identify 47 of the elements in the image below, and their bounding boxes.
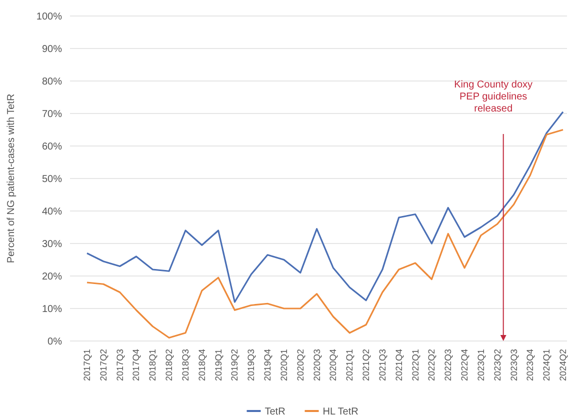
y-tick-label: 30% (42, 239, 62, 250)
line-series (86, 111, 564, 303)
legend-label: TetR (264, 406, 286, 418)
y-axis-title: Percent of NG patient-cases with TetR (6, 94, 17, 264)
x-tick-label: 2022Q4 (460, 349, 470, 382)
x-tick-label: 2020Q4 (328, 349, 338, 382)
x-tick-label: 2017Q2 (98, 349, 108, 382)
x-tick-label: 2020Q2 (295, 349, 306, 382)
x-tick-label: 2022Q1 (410, 349, 420, 382)
x-tick-label: 2024Q2 (558, 349, 568, 382)
x-tick-label: 2018Q2 (164, 349, 174, 382)
y-tick-label: 40% (42, 206, 62, 218)
x-tick-label: 2022Q2 (426, 349, 437, 382)
y-tick-label: 10% (42, 304, 62, 315)
y-tick-label: 0% (48, 336, 62, 348)
ref-line-label: King County doxy PEP guidelines released (454, 80, 533, 114)
x-tick-label: 2023Q2 (492, 349, 502, 382)
x-tick-label: 2019Q4 (262, 349, 273, 382)
line-series (86, 128, 564, 339)
y-tick-label: 90% (42, 44, 62, 55)
x-tick-label: 2018Q4 (196, 349, 207, 382)
y-tick-label: 70% (42, 109, 62, 120)
x-tick-label: 2020Q1 (278, 349, 289, 382)
x-tick-label: 2021Q4 (394, 349, 404, 382)
x-tick-label: 2019Q2 (230, 349, 240, 382)
x-tick-label: 2018Q3 (180, 349, 190, 382)
x-tick-label: 2019Q3 (246, 349, 256, 382)
x-tick-label: 2018Q1 (148, 349, 158, 382)
y-tick-label: 100% (36, 12, 62, 22)
x-tick-label: 2023Q4 (525, 349, 536, 382)
y-tick-label: 80% (42, 76, 62, 88)
x-tick-label: 2022Q3 (443, 349, 454, 382)
x-tick-label: 2024Q1 (542, 349, 552, 382)
x-tick-label: 2017Q1 (82, 349, 92, 382)
x-tick-label: 2017Q4 (131, 349, 142, 382)
x-tick-label: 2021Q2 (361, 349, 372, 382)
x-tick-label: 2021Q1 (344, 349, 355, 382)
x-tick-label: 2019Q1 (213, 349, 224, 382)
x-tick-label: 2020Q3 (312, 349, 322, 382)
legend-label: HL TetR (322, 406, 358, 418)
y-tick-label: 60% (42, 142, 62, 152)
x-tick-label: 2021Q3 (377, 349, 388, 382)
x-tick-label: 2023Q1 (476, 349, 486, 382)
x-tick-label: 2017Q3 (114, 349, 125, 382)
y-tick-label: 50% (42, 174, 62, 185)
x-tick-label: 2023Q3 (508, 349, 519, 382)
y-tick-label: 20% (42, 272, 62, 282)
